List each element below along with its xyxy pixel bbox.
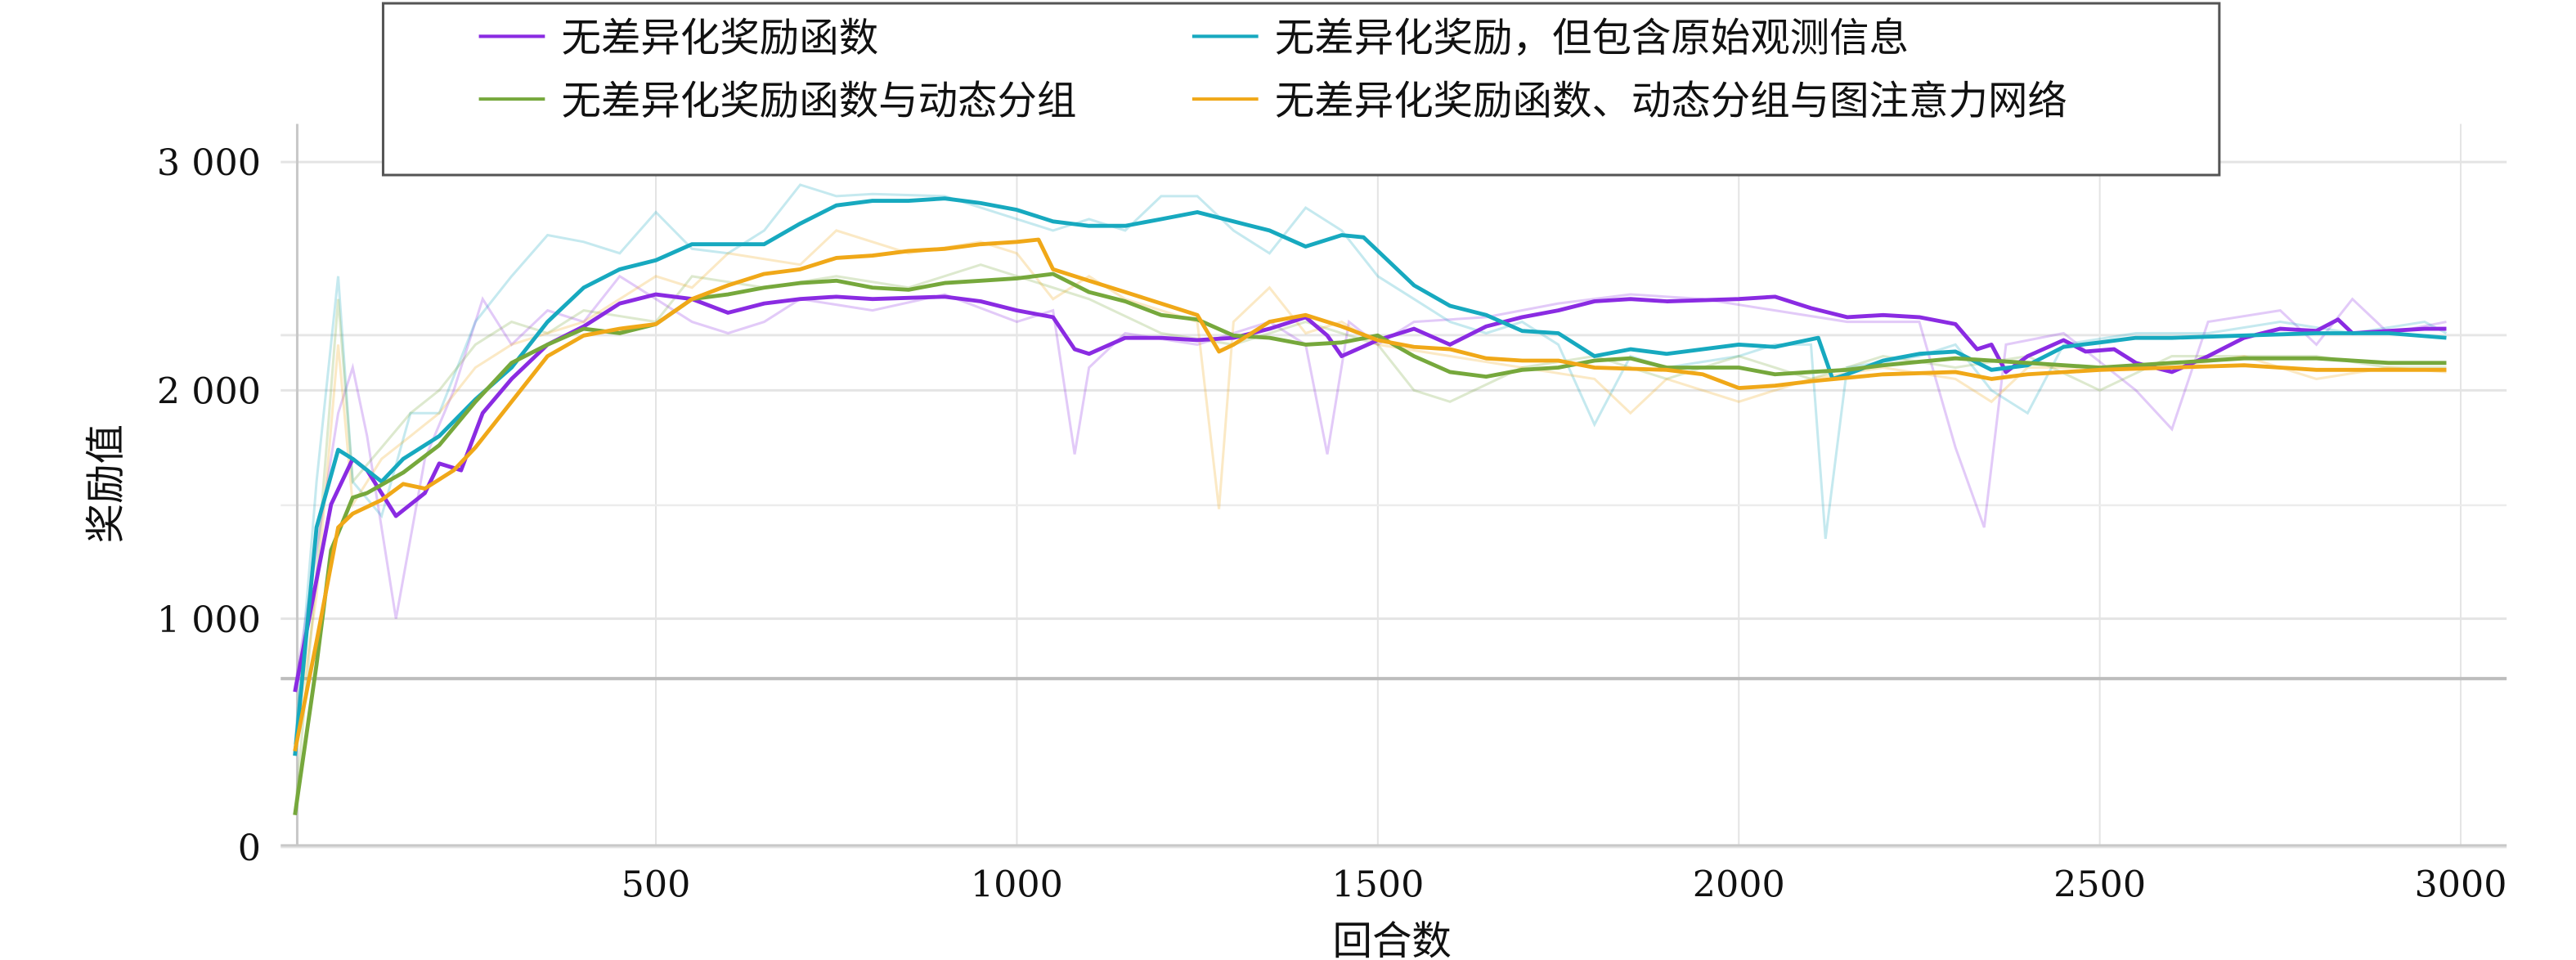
x-tick-label: 2000 xyxy=(1693,864,1785,905)
legend-label: 无差异化奖励函数 xyxy=(562,16,879,61)
y-tick-label: 1 000 xyxy=(157,599,261,641)
x-tick-label: 500 xyxy=(622,864,691,905)
raw-series-line xyxy=(294,263,2447,814)
raw-series-line xyxy=(294,229,2447,745)
x-tick-label: 3000 xyxy=(2415,864,2507,905)
grid-lines xyxy=(280,123,2507,849)
x-tick-label: 1500 xyxy=(1331,864,1424,905)
smoothed-series-line xyxy=(293,196,2447,756)
raw-series-line xyxy=(294,274,2447,688)
smoothed-series-line xyxy=(293,292,2447,693)
legend-label: 无差异化奖励函数与动态分组 xyxy=(562,78,1077,123)
y-axis-label: 奖励值 xyxy=(83,424,128,543)
y-tick-label: 0 xyxy=(238,828,261,869)
legend-label: 无差异化奖励，但包含原始观测信息 xyxy=(1275,16,1909,61)
raw-series-lines xyxy=(294,183,2448,814)
x-tick-label: 1000 xyxy=(971,864,1063,905)
smoothed-series-line xyxy=(293,237,2447,752)
tick-labels: 500 1000 1500 2000 2500 3000 0 1 000 2 000 3 000 xyxy=(157,142,2507,905)
x-axis-label: 回合数 xyxy=(1333,918,1452,960)
x-tick-label: 2500 xyxy=(2053,864,2146,905)
axes xyxy=(280,123,2507,847)
legend-box xyxy=(381,2,2221,177)
smoothed-series-lines xyxy=(293,196,2447,816)
y-tick-label: 3 000 xyxy=(157,142,261,184)
smoothed-series-line xyxy=(293,271,2447,816)
y-tick-label: 2 000 xyxy=(157,371,261,413)
raw-series-line xyxy=(294,183,2448,745)
legend-label: 无差异化奖励函数、动态分组与图注意力网络 xyxy=(1275,78,2067,123)
